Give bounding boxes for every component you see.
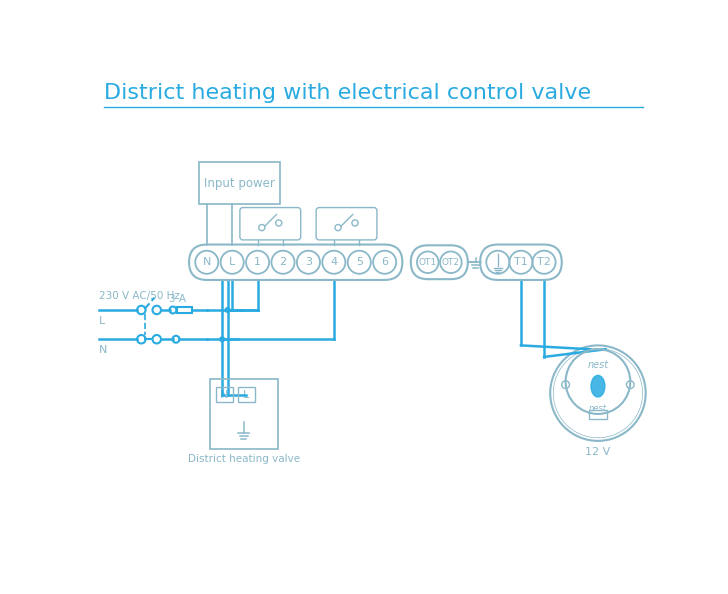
- Text: 230 V AC/50 Hz: 230 V AC/50 Hz: [99, 291, 180, 301]
- Text: T1: T1: [514, 257, 528, 267]
- Text: L: L: [99, 316, 106, 326]
- Text: T2: T2: [537, 257, 551, 267]
- Text: 2: 2: [280, 257, 287, 267]
- Text: N: N: [221, 390, 229, 400]
- Text: 1: 1: [254, 257, 261, 267]
- Text: Input power: Input power: [204, 177, 275, 190]
- Text: OT1: OT1: [419, 258, 437, 267]
- Ellipse shape: [591, 375, 605, 397]
- Text: 3: 3: [305, 257, 312, 267]
- Text: L: L: [229, 257, 235, 267]
- Text: 4: 4: [331, 257, 337, 267]
- Text: 12 V: 12 V: [585, 447, 611, 457]
- Text: L: L: [243, 390, 249, 400]
- Text: nest: nest: [589, 404, 607, 413]
- Text: District heating valve: District heating valve: [188, 454, 300, 465]
- Text: N: N: [202, 257, 211, 267]
- Text: 5: 5: [356, 257, 363, 267]
- Text: OT2: OT2: [442, 258, 460, 267]
- Text: nest: nest: [587, 359, 609, 369]
- Text: 3 A: 3 A: [169, 294, 186, 304]
- Circle shape: [225, 308, 230, 312]
- Circle shape: [220, 337, 224, 342]
- Text: 6: 6: [381, 257, 388, 267]
- Text: District heating with electrical control valve: District heating with electrical control…: [103, 83, 590, 103]
- Text: N: N: [99, 345, 107, 355]
